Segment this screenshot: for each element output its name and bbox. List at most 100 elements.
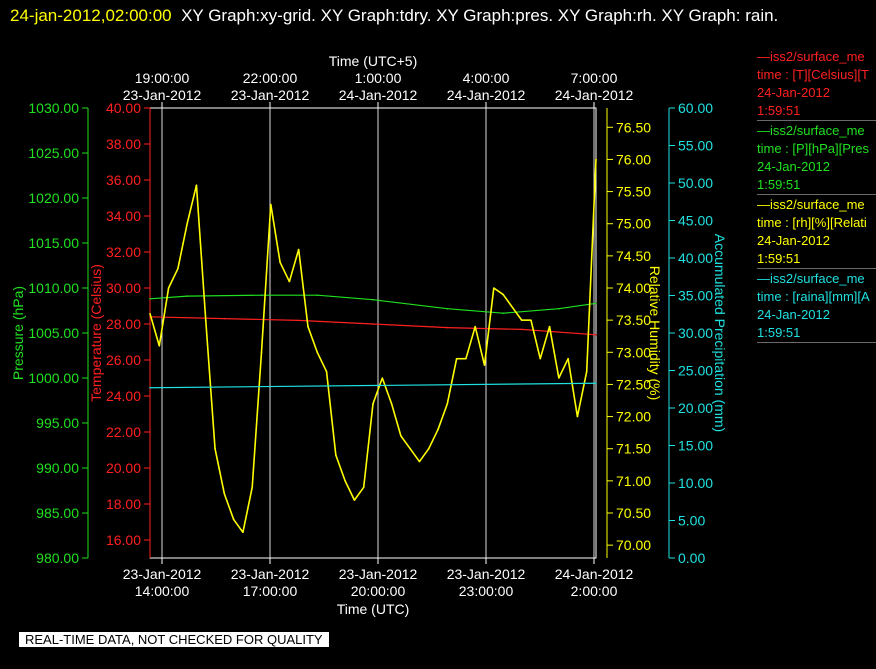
pressure-tick-label: 1030.00 bbox=[28, 100, 79, 116]
humidity-data-point bbox=[353, 499, 356, 501]
temperature-tick-label: 20.00 bbox=[106, 460, 141, 476]
humidity-series-segment bbox=[493, 287, 504, 296]
humidity-data-point bbox=[595, 158, 597, 161]
pressure-data-point bbox=[446, 307, 449, 310]
humidity-series-segment bbox=[270, 204, 281, 263]
legend-line-1: —iss2/surface_me bbox=[757, 271, 865, 286]
temperature-tick-label: 34.00 bbox=[106, 208, 141, 224]
pressure-series-segment bbox=[149, 295, 188, 300]
humidity-series-segment bbox=[149, 313, 161, 347]
legend-line-1: —iss2/surface_me bbox=[757, 49, 865, 64]
precip-tick-label: 5.00 bbox=[678, 513, 705, 529]
pressure-data-point bbox=[502, 312, 504, 315]
legend-line-2: time : [rh][%][Relati bbox=[757, 215, 867, 230]
pressure-tick-label: 1025.00 bbox=[28, 145, 79, 161]
humidity-data-point bbox=[548, 325, 551, 328]
humidity-tick-label: 73.50 bbox=[616, 312, 651, 328]
pressure-tick-label: 1005.00 bbox=[28, 325, 79, 341]
humidity-series-segment bbox=[400, 435, 411, 450]
humidity-data-point bbox=[177, 267, 179, 270]
humidity-data-point bbox=[288, 280, 291, 283]
timestamp: 24-jan-2012,02:00:00 bbox=[10, 6, 172, 25]
humidity-series-segment bbox=[232, 518, 244, 533]
temperature-tick-label: 32.00 bbox=[106, 244, 141, 260]
humidity-data-point bbox=[455, 357, 458, 360]
legend-entry-pressure: —iss2/surface_me time : [P][hPa][Pres 24… bbox=[757, 122, 876, 195]
precip-tick-label: 50.00 bbox=[678, 175, 713, 191]
pressure-tick-label: 995.00 bbox=[36, 415, 79, 431]
humidity-series-segment bbox=[409, 448, 421, 463]
legend-entry-temperature: —iss2/surface_me time : [T][Celsius][T 2… bbox=[757, 48, 876, 121]
humidity-data-point bbox=[232, 518, 235, 521]
humidity-tick-label: 72.00 bbox=[616, 409, 651, 425]
x-top-axis-label: Time (UTC+5) bbox=[329, 53, 418, 69]
temperature-tick-label: 18.00 bbox=[106, 496, 141, 512]
humidity-series-segment bbox=[567, 358, 579, 417]
pressure-tick-label: 990.00 bbox=[36, 460, 79, 476]
humidity-data-point bbox=[427, 447, 430, 450]
precip-data-point bbox=[595, 382, 597, 385]
temperature-series-segment bbox=[149, 316, 225, 320]
legend-line-2: time : [T][Celsius][T bbox=[757, 67, 869, 82]
x-axis-label: Time (UTC) bbox=[337, 601, 410, 617]
humidity-tick-label: 73.00 bbox=[616, 344, 651, 360]
humidity-series-segment bbox=[325, 371, 337, 456]
pressure-tick-label: 980.00 bbox=[36, 550, 79, 566]
pressure-tick-label: 1015.00 bbox=[28, 235, 79, 251]
humidity-tick-label: 70.00 bbox=[616, 537, 651, 553]
temperature-series-segment bbox=[372, 323, 448, 329]
humidity-data-point bbox=[344, 480, 346, 482]
temperature-tick-label: 38.00 bbox=[106, 136, 141, 152]
legend-entry-precipitation: —iss2/surface_me time : [raina][mm][A 24… bbox=[757, 270, 876, 343]
humidity-series-segment bbox=[381, 377, 393, 404]
humidity-data-point bbox=[325, 370, 328, 373]
humidity-series-segment bbox=[251, 352, 263, 488]
humidity-data-point bbox=[195, 184, 198, 186]
humidity-series-segment bbox=[576, 371, 588, 417]
precip-tick-label: 20.00 bbox=[678, 400, 713, 416]
pressure-series-segment bbox=[372, 299, 448, 310]
temperature-data-point bbox=[223, 317, 226, 320]
legend-line-1: —iss2/surface_me bbox=[757, 123, 865, 138]
temperature-series-segment bbox=[298, 319, 374, 325]
humidity-series-segment bbox=[465, 326, 476, 359]
legend-line-2: time : [raina][mm][A bbox=[757, 289, 870, 304]
humidity-series-segment bbox=[223, 493, 235, 520]
humidity-series-segment bbox=[483, 287, 495, 366]
humidity-series-segment bbox=[260, 204, 272, 353]
precip-tick-label: 15.00 bbox=[678, 438, 713, 454]
precip-tick-label: 55.00 bbox=[678, 138, 713, 154]
humidity-series-segment bbox=[502, 293, 514, 308]
legend-line-3: 24-Jan-2012 bbox=[757, 307, 830, 322]
humidity-series-segment bbox=[428, 429, 439, 450]
humidity-series-segment bbox=[279, 261, 291, 282]
legend-line-4: 1:59:51 bbox=[757, 103, 801, 118]
humidity-data-point bbox=[362, 486, 365, 489]
pressure-series-segment bbox=[503, 308, 559, 314]
x-tick-label-time: 17:00:00 bbox=[243, 583, 298, 599]
legend-line-4: 1:59:51 bbox=[757, 325, 801, 340]
x-tick-label-date: 23-Jan-2012 bbox=[339, 566, 418, 582]
precip-tick-label: 35.00 bbox=[678, 288, 713, 304]
humidity-data-point bbox=[520, 319, 523, 321]
humidity-tick-label: 76.50 bbox=[616, 119, 651, 135]
x-top-tick-label-date: 24-Jan-2012 bbox=[339, 87, 418, 103]
humidity-series-segment bbox=[362, 403, 374, 488]
humidity-data-point bbox=[446, 402, 449, 405]
humidity-data-point bbox=[149, 312, 151, 315]
humidity-series-segment bbox=[437, 403, 449, 430]
humidity-series-segment bbox=[390, 403, 402, 437]
humidity-data-point bbox=[297, 248, 300, 251]
precip-tick-label: 30.00 bbox=[678, 325, 713, 341]
humidity-data-point bbox=[307, 325, 309, 328]
legend-line-3: 24-Jan-2012 bbox=[757, 159, 830, 174]
humidity-data-point bbox=[585, 370, 588, 373]
humidity-series-segment bbox=[511, 306, 523, 321]
x-tick-label-date: 23-Jan-2012 bbox=[231, 566, 310, 582]
pressure-tick-label: 985.00 bbox=[36, 505, 79, 521]
temperature-data-point bbox=[595, 334, 597, 336]
humidity-series-segment bbox=[307, 326, 319, 353]
humidity-series-segment bbox=[158, 287, 170, 346]
x-tick-label-time: 2:00:00 bbox=[571, 583, 618, 599]
temperature-data-point bbox=[372, 323, 374, 325]
